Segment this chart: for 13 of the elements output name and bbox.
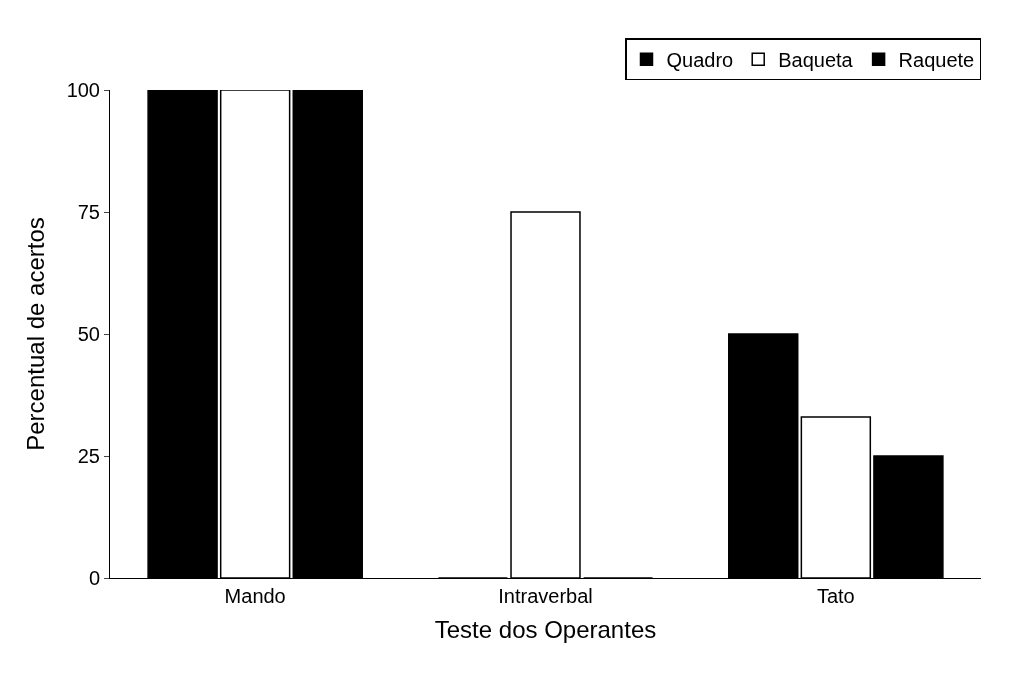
y-tick-label: 100 — [66, 79, 100, 101]
y-tick-label: 25 — [77, 445, 100, 467]
x-tick-label: Mando — [224, 585, 286, 607]
x-axis-title: Teste dos Operantes — [434, 616, 657, 644]
y-tick-label: 75 — [77, 201, 100, 223]
y-axis-title: Percentual de acertos — [21, 217, 49, 451]
legend-label: Quadro — [666, 49, 734, 72]
legend-label: Baqueta — [778, 49, 854, 72]
x-tick-label: Tato — [816, 585, 855, 607]
y-tick-label: 0 — [88, 567, 100, 589]
legend-label: Raquete — [898, 49, 975, 72]
x-tick-label: Intraverbal — [498, 585, 593, 607]
y-tick-label: 50 — [77, 323, 100, 345]
